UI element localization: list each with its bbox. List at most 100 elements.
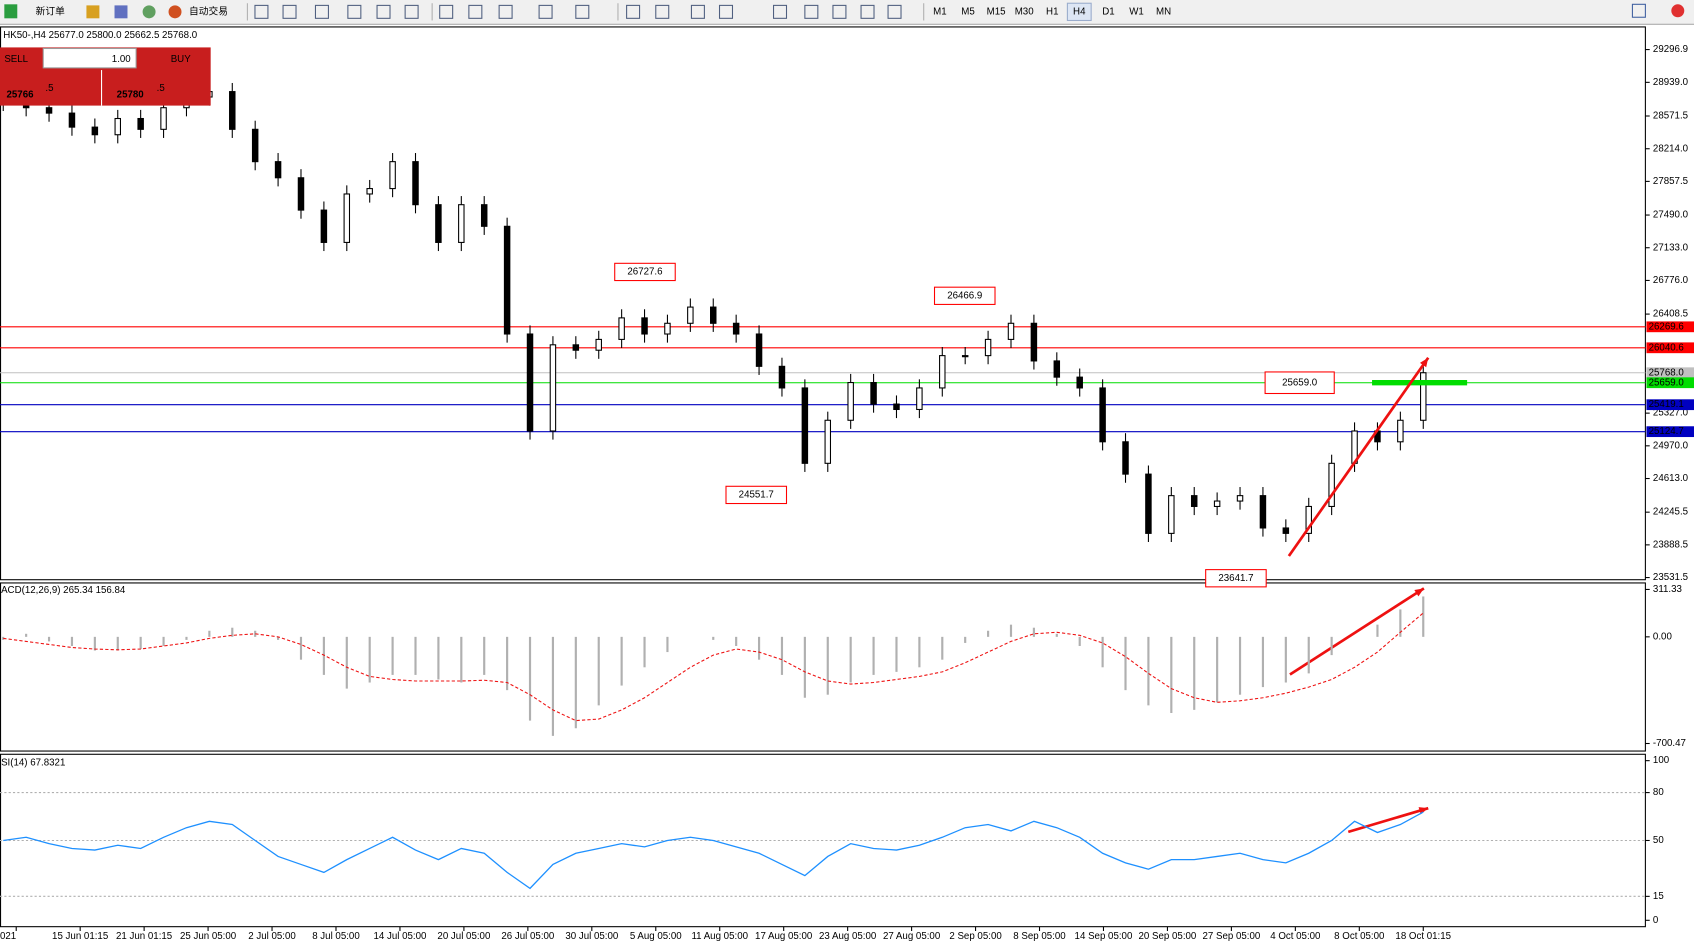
tool-icon[interactable] — [772, 4, 788, 19]
tool-icon[interactable] — [314, 4, 329, 19]
y-tick-label: 0 — [1653, 915, 1659, 926]
timeframe[interactable]: MN — [1156, 6, 1171, 17]
level-label-bg — [1646, 342, 1694, 354]
candle — [412, 161, 419, 206]
candle — [939, 355, 946, 389]
buy[interactable]: BUY — [171, 54, 192, 65]
new-order[interactable]: 新订单 — [36, 4, 65, 17]
tool-icon[interactable] — [498, 4, 513, 19]
volume-box[interactable] — [42, 47, 137, 69]
candle — [1076, 376, 1083, 389]
annotation: 25659.0 — [1282, 377, 1318, 388]
candle — [503, 225, 511, 335]
timeframe[interactable]: D1 — [1102, 6, 1114, 17]
y-tick-label: 27490.0 — [1653, 210, 1689, 221]
buy-frac[interactable]: .5 — [157, 83, 165, 94]
tool-icon[interactable] — [832, 4, 847, 19]
candle — [160, 107, 167, 130]
level-label: 25659.0 — [1649, 377, 1685, 388]
tool-icon[interactable] — [439, 4, 454, 19]
timeframe[interactable]: H1 — [1046, 6, 1058, 17]
x-tick-label: 26 Jul 05:00 — [501, 931, 555, 942]
pane — [0, 26, 1646, 581]
candle — [1213, 500, 1221, 507]
tool-icon[interactable] — [114, 5, 128, 19]
candle — [847, 382, 854, 421]
tool-icon[interactable] — [887, 4, 902, 19]
tool-icon[interactable] — [404, 4, 419, 19]
tool-icon[interactable] — [376, 4, 391, 19]
candle — [480, 204, 488, 227]
sell-button[interactable] — [1, 48, 43, 68]
candle — [137, 117, 144, 130]
annotation-box — [1205, 569, 1267, 588]
candle — [1190, 495, 1198, 507]
tool-icon[interactable] — [142, 5, 156, 19]
y-tick-label: 15 — [1653, 891, 1664, 902]
candle — [961, 355, 969, 358]
pane — [0, 582, 1646, 752]
tool-icon[interactable] — [254, 4, 269, 19]
tool-icon[interactable] — [626, 4, 641, 19]
candle — [1030, 322, 1038, 362]
search[interactable] — [1631, 3, 1646, 18]
annotation: 23641.7 — [1218, 573, 1253, 584]
level-label-bg — [1646, 367, 1694, 379]
x-tick-label: 27 Sep 05:00 — [1202, 931, 1260, 942]
tool-icon[interactable] — [860, 4, 875, 19]
x-tick-label: 20 Sep 05:00 — [1139, 931, 1197, 942]
y-tick-label: 27857.5 — [1653, 176, 1688, 187]
sell[interactable]: SELL — [4, 54, 28, 65]
timeframe[interactable]: M15 — [987, 6, 1006, 17]
y-tick-label: 26776.0 — [1653, 275, 1689, 286]
candle — [366, 188, 373, 195]
tool-icon[interactable] — [655, 4, 670, 19]
auto-trade-icon[interactable] — [168, 5, 182, 19]
volume[interactable]: 1.00 — [112, 54, 132, 65]
rsi-title: SI(14) 67.8321 — [1, 757, 65, 768]
y-tick-label: 23888.5 — [1653, 539, 1688, 550]
annotation-box — [1264, 371, 1335, 395]
candle — [229, 91, 236, 130]
level-label-bg — [1646, 321, 1694, 333]
tool-icon[interactable] — [718, 4, 734, 19]
timeframe[interactable]: M1 — [933, 6, 947, 17]
tool-icon[interactable] — [86, 5, 100, 19]
auto-trade[interactable]: 自动交易 — [189, 4, 228, 17]
trend-arrow — [1289, 587, 1425, 676]
buy-price[interactable]: 25780 — [117, 89, 144, 100]
candle — [710, 306, 717, 324]
candle — [801, 387, 809, 464]
sell-frac[interactable]: .5 — [45, 83, 53, 94]
sell-price[interactable]: 25766 — [6, 89, 34, 100]
x-tick-label: 2 Sep 05:00 — [949, 931, 1002, 942]
candle — [343, 193, 351, 243]
y-tick-label: 0.00 — [1653, 631, 1673, 642]
candle — [68, 112, 76, 128]
timeframe[interactable]: H4 — [1073, 6, 1086, 17]
timeframe[interactable]: M5 — [961, 6, 975, 17]
y-tick-label: -700.47 — [1653, 738, 1686, 749]
tool-icon[interactable] — [575, 4, 590, 19]
candle — [549, 344, 557, 432]
arrow-head — [1419, 357, 1429, 368]
timeframe[interactable]: M30 — [1015, 6, 1035, 17]
macd-signal — [3, 612, 1424, 722]
tool-icon[interactable] — [690, 4, 705, 19]
candle — [1007, 322, 1015, 340]
tool-icon[interactable] — [282, 4, 297, 19]
tool-icon[interactable] — [468, 4, 483, 19]
tool-icon[interactable] — [538, 4, 553, 19]
x-tick-label: 11 Aug 05:00 — [691, 931, 748, 942]
new-order-icon[interactable] — [4, 4, 18, 19]
candle — [1397, 419, 1404, 443]
timeframe[interactable]: W1 — [1129, 6, 1144, 17]
tool-icon[interactable] — [347, 4, 362, 19]
candle — [114, 117, 121, 136]
level-label: 25124.7 — [1649, 426, 1684, 437]
notification[interactable] — [1671, 4, 1685, 18]
tool-icon[interactable] — [804, 4, 819, 19]
y-tick-label: 100 — [1653, 755, 1670, 766]
annotation: 24551.7 — [739, 489, 774, 500]
